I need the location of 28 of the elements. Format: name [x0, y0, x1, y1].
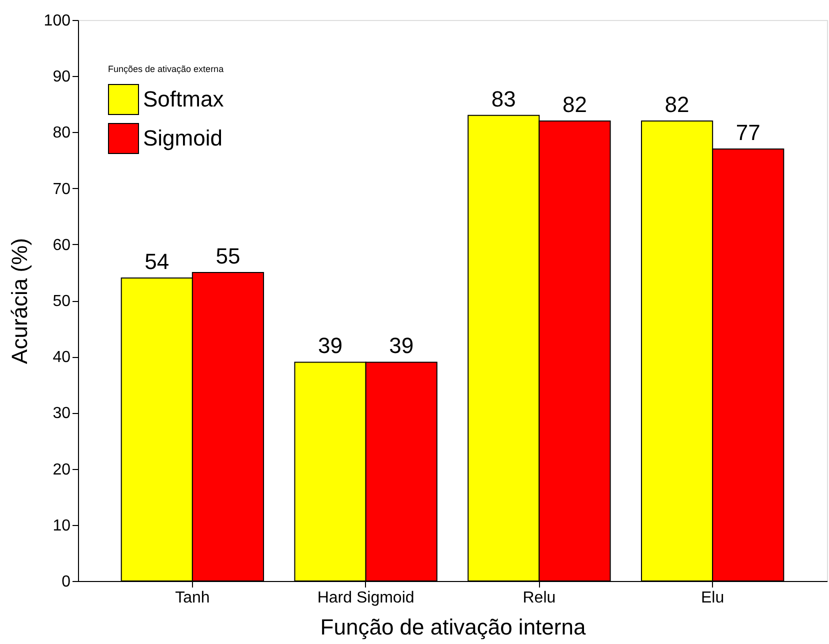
y-tick-label: 100: [44, 12, 71, 30]
y-tick-label: 0: [62, 574, 71, 590]
legend-label: Sigmoid: [143, 126, 222, 150]
y-tick-label: 50: [52, 293, 71, 310]
data-label: 83: [491, 86, 516, 112]
data-label: 82: [562, 92, 587, 117]
data-label: 82: [664, 92, 690, 117]
y-tick-label: 80: [52, 124, 71, 142]
legend-label: Softmax: [143, 86, 224, 112]
y-tick-label: 70: [52, 180, 71, 198]
x-axis-title: Função de ativação interna: [320, 614, 586, 640]
y-tick-label: 20: [52, 461, 71, 478]
y-tick-label: 60: [52, 236, 71, 254]
x-tick-label: Tanh: [175, 590, 210, 606]
x-tick-label: Hard Sigmoid: [317, 590, 414, 606]
y-tick-label: 10: [52, 517, 71, 534]
y-tick-label: 40: [52, 349, 71, 366]
legend-title: Funções de ativação externa: [108, 64, 224, 74]
y-axis-title: Acurácia (%): [6, 238, 32, 364]
data-label: 39: [318, 333, 343, 358]
y-tick-label: 90: [52, 68, 71, 86]
data-label: 55: [216, 243, 240, 268]
data-label: 77: [736, 120, 760, 146]
x-tick-label: Elu: [701, 590, 724, 606]
data-label: 54: [144, 249, 170, 274]
x-tick-label: Relu: [522, 590, 556, 606]
data-label: 39: [389, 333, 414, 358]
y-tick-label: 30: [52, 405, 71, 422]
